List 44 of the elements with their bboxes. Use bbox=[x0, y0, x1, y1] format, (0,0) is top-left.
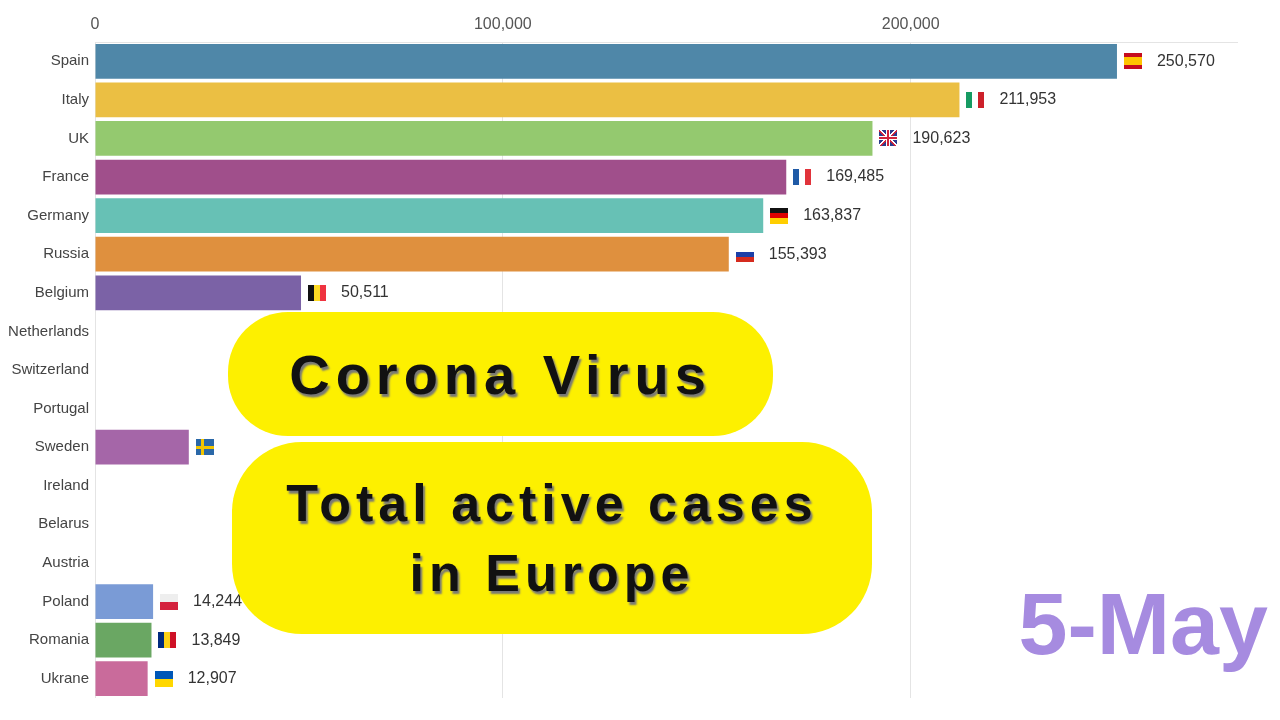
x-tick-label: 200,000 bbox=[881, 14, 940, 32]
data-label: 163,837 bbox=[803, 206, 862, 224]
bar bbox=[95, 429, 189, 465]
y-tick-label: France bbox=[42, 167, 89, 185]
x-tick-label: 100,000 bbox=[473, 14, 532, 32]
bar bbox=[95, 236, 729, 272]
text: Total active cases in Europe bbox=[286, 473, 818, 602]
bar bbox=[95, 82, 960, 118]
x-tick-label: 0 bbox=[90, 14, 100, 32]
annotation: 5-May bbox=[1018, 574, 1268, 673]
bar bbox=[95, 622, 152, 658]
bar bbox=[95, 584, 154, 619]
bar bbox=[95, 43, 1117, 79]
y-tick-label: Russia bbox=[43, 244, 90, 262]
y-tick-label: Ireland bbox=[43, 475, 89, 493]
data-label: 190,623 bbox=[912, 128, 971, 146]
bar bbox=[95, 661, 148, 697]
data-label: 250,570 bbox=[1156, 51, 1215, 69]
bar bbox=[95, 121, 873, 156]
y-tick-label: Switzerland bbox=[11, 360, 89, 378]
data-label: 50,511 bbox=[341, 283, 389, 301]
y-tick-label: Austria bbox=[42, 553, 90, 571]
data-label: 211,953 bbox=[999, 90, 1057, 108]
data-label: 14,244 bbox=[193, 591, 243, 609]
y-tick-label: Sweden bbox=[34, 437, 89, 455]
y-tick-label: UK bbox=[68, 128, 89, 146]
y-tick-label: Germany bbox=[27, 205, 90, 223]
data-label: 155,393 bbox=[768, 244, 827, 262]
y-tick-label: Portugal bbox=[33, 398, 89, 416]
y-tick-label: Ukrane bbox=[40, 668, 89, 686]
y-tick-label: Romania bbox=[28, 630, 90, 648]
y-tick-label: Netherlands bbox=[8, 321, 89, 339]
data-label: 169,485 bbox=[826, 167, 885, 185]
y-tick-label: Spain bbox=[50, 51, 89, 69]
data-label: 12,907 bbox=[187, 669, 237, 687]
bar bbox=[95, 159, 787, 195]
data-label: 13,849 bbox=[191, 630, 241, 648]
bar bbox=[95, 275, 302, 311]
y-tick-label: Italy bbox=[61, 90, 90, 108]
y-tick-label: Belarus bbox=[38, 514, 89, 532]
text: Corona Virus bbox=[228, 312, 773, 436]
y-tick-label: Poland bbox=[42, 591, 89, 609]
bar bbox=[95, 198, 764, 234]
y-tick-label: Belgium bbox=[34, 282, 89, 300]
